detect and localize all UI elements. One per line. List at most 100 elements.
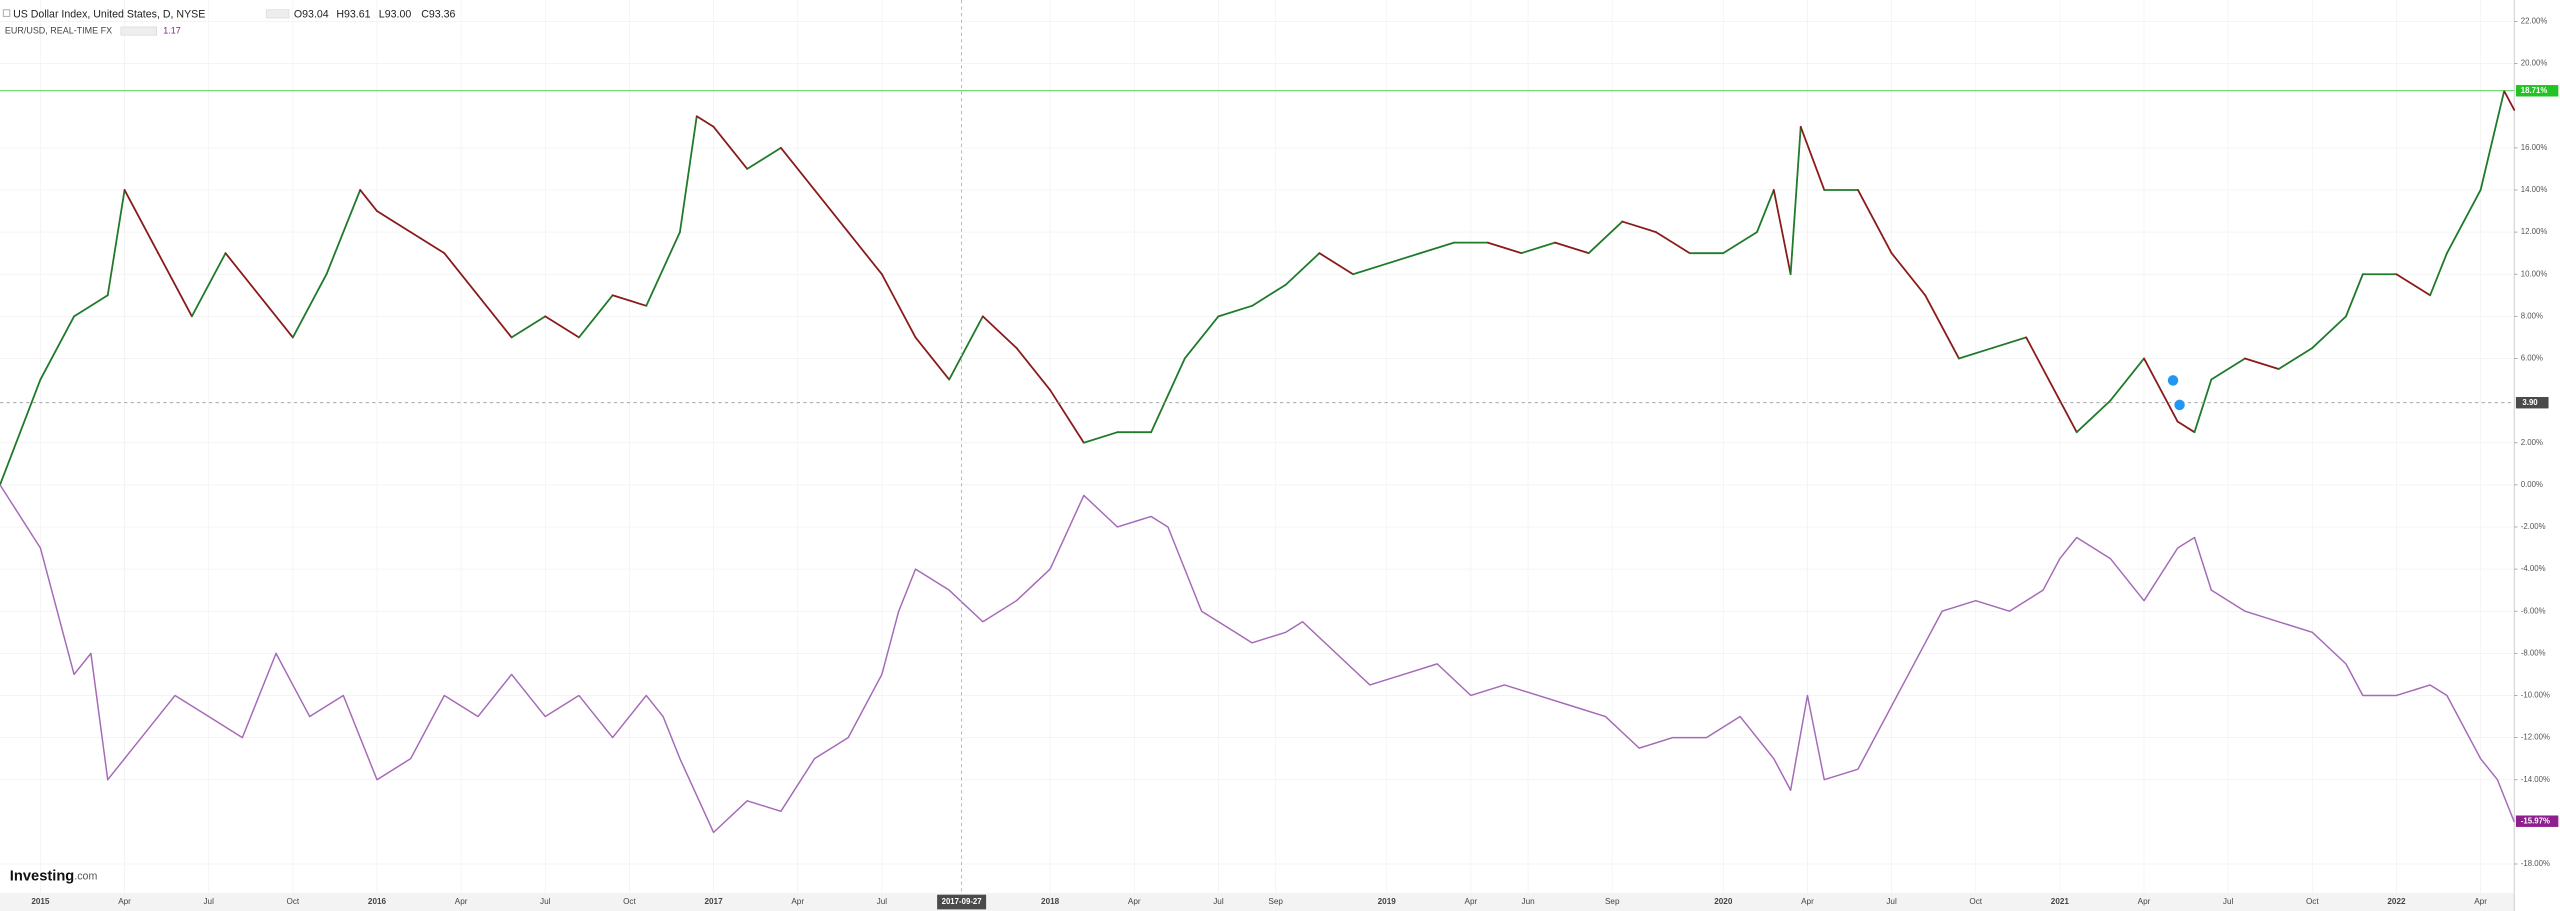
index-segment xyxy=(1857,189,1893,255)
index-segment xyxy=(1789,125,1802,276)
y-tick-label: -18.00% xyxy=(2521,859,2550,868)
index-segment xyxy=(2311,315,2347,349)
x-tick-label: 2016 xyxy=(368,897,387,906)
logo-text: Investing.com xyxy=(10,869,98,885)
price-tag xyxy=(2515,85,2559,97)
index-segment xyxy=(2479,90,2506,191)
grid xyxy=(0,0,2515,894)
close: C93.36 xyxy=(421,8,455,20)
fx-line xyxy=(0,484,2515,834)
logo-main: Investing xyxy=(10,869,74,885)
series-name: EUR/USD, REAL-TIME FX xyxy=(5,25,112,35)
index-segment xyxy=(1890,252,1927,297)
index-segment xyxy=(376,210,412,234)
index-segment xyxy=(2143,357,2179,423)
plot xyxy=(0,0,2516,894)
index-segment xyxy=(578,294,614,339)
index-segment xyxy=(2503,90,2516,111)
index-segment xyxy=(443,252,479,297)
index-segment xyxy=(73,294,109,318)
logo-suffix: .com xyxy=(74,871,97,883)
index-segment xyxy=(914,336,951,381)
y-tick-label: 16.00% xyxy=(2521,143,2548,152)
x-tick-label: 2018 xyxy=(1041,897,1060,906)
x-tick-label: Sep xyxy=(1268,897,1283,906)
index-segment xyxy=(1655,231,1691,255)
index-segment xyxy=(1217,304,1253,318)
index-segment xyxy=(2429,252,2448,297)
index-segment xyxy=(847,231,883,276)
index-segment xyxy=(1991,336,2028,349)
x-tick-label: 2022 xyxy=(2387,897,2406,906)
x-tick-label: 2019 xyxy=(1378,897,1397,906)
crosshair-tag xyxy=(2515,396,2549,409)
settings-icons[interactable] xyxy=(265,9,290,19)
y-tick-label: -12.00% xyxy=(2521,733,2550,742)
index-segment xyxy=(1318,252,1354,276)
x-tick-label: Oct xyxy=(1969,897,1982,906)
x-tick-label: Jul xyxy=(877,897,888,906)
index-segment xyxy=(948,315,984,381)
x-tick-label: Apr xyxy=(1801,897,1814,906)
y-tick-label: -4.00% xyxy=(2521,564,2546,573)
y-tick-label: 20.00% xyxy=(2521,59,2548,68)
x-tick-label: Jul xyxy=(1886,897,1897,906)
y-tick-label: 12.00% xyxy=(2521,227,2548,236)
event-icon[interactable] xyxy=(2167,375,2179,386)
crosshair-value: 3.90 xyxy=(2522,398,2538,407)
index-segment xyxy=(2210,357,2246,381)
crosshair-date: 2017-09-27 xyxy=(942,897,983,906)
y-tick-label: 2.00% xyxy=(2521,438,2543,447)
x-tick-label: Jul xyxy=(540,897,551,906)
index-segment xyxy=(1284,252,1321,286)
index-segment xyxy=(359,189,378,212)
event-icon[interactable] xyxy=(2174,399,2185,411)
price-tag-label: 18.71% xyxy=(2521,86,2548,95)
index-segment xyxy=(1150,357,1186,434)
index-segment xyxy=(1419,241,1455,255)
x-tick-label: Oct xyxy=(286,897,299,906)
index-segment xyxy=(1554,241,1590,255)
x-tick-label: Oct xyxy=(623,897,636,906)
index-segment xyxy=(2193,378,2213,434)
index-segment xyxy=(1722,231,1758,255)
y-tick-label: -10.00% xyxy=(2521,691,2550,700)
index-segment xyxy=(190,252,227,318)
y-tick-label: 8.00% xyxy=(2521,311,2543,320)
x-tick-label: Apr xyxy=(455,897,468,906)
index-segment xyxy=(1352,262,1388,276)
x-tick-label: Jul xyxy=(2223,897,2234,906)
index-segment xyxy=(2176,420,2196,434)
index-segment xyxy=(813,189,850,234)
index-segment xyxy=(712,125,749,170)
x-tick-label: Apr xyxy=(1465,897,1478,906)
index-segment xyxy=(1587,220,1624,255)
index-segment xyxy=(477,294,513,339)
index-segment xyxy=(258,294,294,339)
last-value: 1.17 xyxy=(163,25,180,35)
index-segment xyxy=(409,231,446,255)
y-tick-label: 22.00% xyxy=(2521,17,2548,26)
y-tick-label: 14.00% xyxy=(2521,185,2548,194)
index-segment xyxy=(1621,220,1657,234)
index-segment xyxy=(224,252,261,297)
index-segment xyxy=(291,273,328,339)
index-segment xyxy=(1082,431,1119,444)
x-tick-label: Apr xyxy=(791,897,804,906)
index-segment xyxy=(0,378,42,486)
index-segment xyxy=(2446,189,2482,255)
index-segment xyxy=(510,315,547,339)
index-segment xyxy=(611,294,648,307)
x-tick-label: Apr xyxy=(118,897,131,906)
index-segment xyxy=(157,252,193,318)
legend: US Dollar Index, United States, D, NYSE … xyxy=(2,8,456,36)
event-markers xyxy=(2167,375,2185,411)
index-segment xyxy=(123,189,160,255)
index-segment xyxy=(1385,252,1422,265)
x-tick-label: Jun xyxy=(1522,897,1535,906)
settings-icons[interactable] xyxy=(120,26,158,36)
collapse-icon[interactable] xyxy=(2,9,11,17)
